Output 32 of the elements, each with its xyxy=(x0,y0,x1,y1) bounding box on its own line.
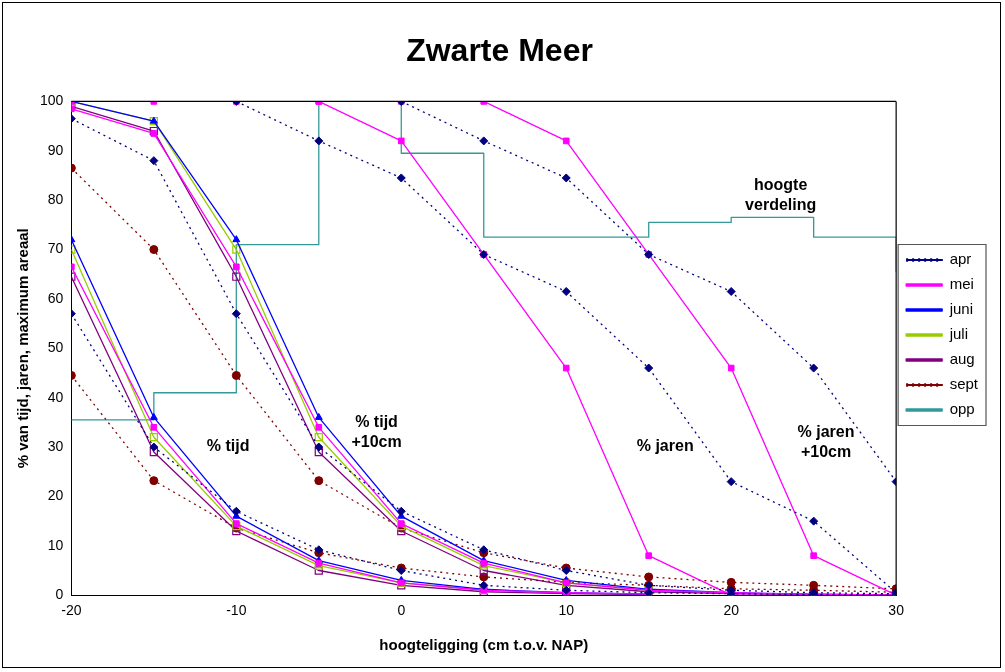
y-tick-label: 90 xyxy=(47,141,64,158)
x-tick-label: 20 xyxy=(723,602,740,619)
x-axis-title: hoogteligging (cm t.o.v. NAP) xyxy=(379,636,589,654)
annotation: % jaren xyxy=(636,437,694,455)
x-tick-label: 0 xyxy=(397,602,406,619)
y-tick-label: 60 xyxy=(47,289,64,306)
y-tick-label: 10 xyxy=(47,536,64,553)
legend-label: juni xyxy=(948,300,974,318)
y-tick-label: 30 xyxy=(47,437,64,454)
y-tick-label: 50 xyxy=(47,339,64,356)
legend-label: aug xyxy=(949,350,975,368)
annotation: % jaren +10cm xyxy=(797,422,855,460)
x-tick-label: 10 xyxy=(558,602,575,619)
annotation: hoogte verdeling xyxy=(745,175,817,213)
y-tick-label: 40 xyxy=(47,388,64,405)
y-axis-title: % van tijd, jaren, maximum areaal xyxy=(14,228,32,469)
y-tick-label: 20 xyxy=(47,487,64,504)
x-tick-label: -10 xyxy=(226,602,247,619)
legend-label: mei xyxy=(949,275,974,293)
annotation: % tijd +10cm xyxy=(351,412,402,450)
annotation: % tijd xyxy=(206,437,250,455)
y-tick-label: 70 xyxy=(47,240,64,257)
legend-label: sept xyxy=(949,375,979,393)
legend-label: opp xyxy=(949,400,975,418)
legend-label: apr xyxy=(949,250,972,268)
x-tick-label: 30 xyxy=(888,602,905,619)
y-tick-label: 0 xyxy=(55,586,64,603)
legend-label: juli xyxy=(948,325,968,343)
y-tick-label: 80 xyxy=(47,191,64,208)
chart-title: Zwarte Meer xyxy=(406,32,593,69)
y-tick-label: 100 xyxy=(40,92,64,109)
x-tick-label: -20 xyxy=(61,602,82,619)
